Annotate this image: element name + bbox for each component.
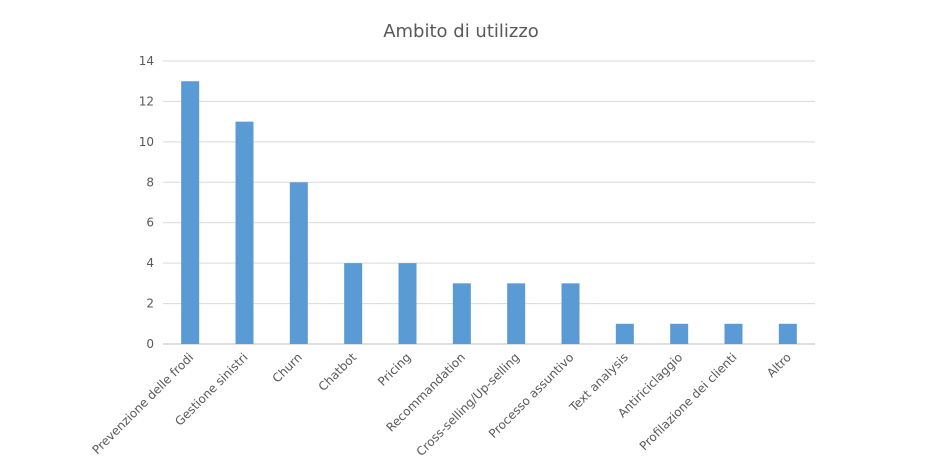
x-tick-label: Pricing — [375, 350, 414, 389]
y-tick-label: 14 — [139, 54, 154, 68]
bars — [181, 81, 797, 345]
y-tick-label: 2 — [146, 297, 154, 311]
bar — [289, 182, 308, 344]
y-tick-label: 10 — [139, 135, 154, 149]
bar — [235, 121, 254, 345]
bar — [452, 283, 471, 344]
bar — [507, 283, 526, 344]
x-tick-label: Cross-selling/Up-selling — [414, 350, 523, 459]
x-tick-label: Chatbot — [316, 350, 360, 394]
x-tick-label: Prevenzione delle frodi — [90, 350, 197, 457]
chart-title: Ambito di utilizzo — [383, 21, 539, 42]
bar — [398, 263, 417, 344]
y-tick-label: 12 — [139, 94, 154, 108]
x-tick-label: Altro — [764, 350, 794, 380]
x-tick-label: Profilazione dei clienti — [637, 350, 740, 453]
bar — [778, 323, 797, 344]
bar — [670, 323, 689, 344]
y-tick-label: 4 — [146, 256, 154, 270]
bar — [615, 323, 634, 344]
y-tick-label: 0 — [146, 337, 154, 351]
y-tick-label: 6 — [146, 216, 154, 230]
bar — [561, 283, 580, 344]
bar — [181, 81, 200, 344]
bar — [344, 263, 363, 344]
y-axis-ticks: 0 2 4 6 8 10 12 14 — [139, 54, 154, 351]
bar — [724, 323, 743, 344]
gridlines — [163, 60, 815, 345]
y-tick-label: 8 — [146, 175, 154, 189]
x-tick-label: Churn — [270, 350, 305, 385]
